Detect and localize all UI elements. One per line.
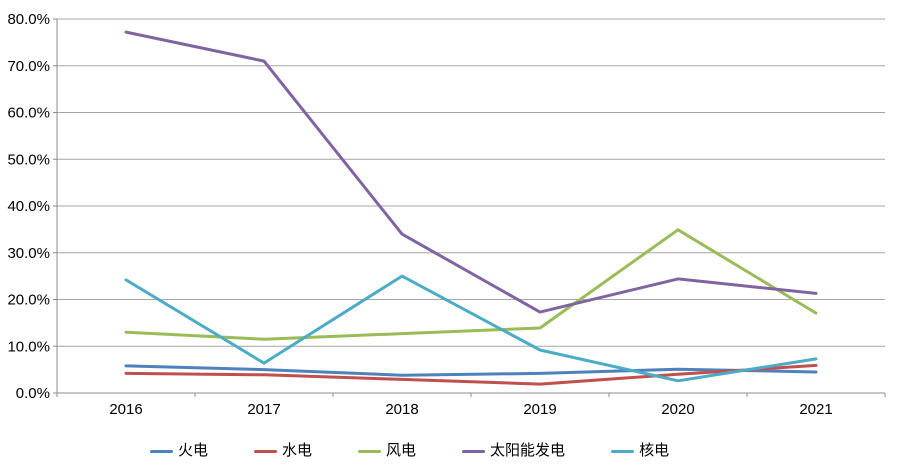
x-axis-tick-label: 2020 [661,401,694,418]
legend-item: 太阳能发电 [462,441,565,461]
legend-line-swatch-icon [462,449,486,453]
y-axis-tick-label: 10.0% [7,338,50,355]
y-axis-tick-label: 40.0% [7,198,50,215]
x-axis-tick-label: 2018 [385,401,418,418]
x-axis-tick-label: 2016 [109,401,142,418]
legend-label: 水电 [282,442,313,459]
series-line [124,364,818,377]
y-axis-tick-label: 20.0% [7,292,50,309]
y-axis-tick-label: 70.0% [7,58,50,75]
legend-item: 核电 [611,441,669,461]
legend-label: 火电 [178,442,209,459]
chart-legend: 火电 水电 风电 太阳能发电 核电 [150,440,669,462]
legend-line-swatch-icon [358,449,382,453]
legend-item: 火电 [150,441,208,461]
x-axis-tick-label: 2019 [523,401,556,418]
legend-item: 水电 [254,441,312,461]
legend-label: 风电 [386,442,417,459]
legend-line-swatch-icon [150,449,173,453]
series-line [124,274,818,383]
series-line [124,228,818,341]
y-axis-tick-label: 80.0% [7,11,50,28]
y-axis-tick-label: 60.0% [7,105,50,122]
legend-line-swatch-icon [254,449,278,453]
legend-label: 太阳能发电 [490,442,566,459]
x-axis-tick-label: 2021 [799,401,832,418]
y-axis-tick-label: 50.0% [7,151,50,168]
y-axis-tick-label: 30.0% [7,245,50,262]
series-line [124,363,818,386]
legend-line-swatch-icon [611,449,635,453]
legend-item: 风电 [358,441,416,461]
x-axis-tick-label: 2017 [247,401,280,418]
legend-label: 核电 [639,442,670,459]
series-line [124,30,818,314]
y-axis-tick-label: 0.0% [16,385,50,402]
